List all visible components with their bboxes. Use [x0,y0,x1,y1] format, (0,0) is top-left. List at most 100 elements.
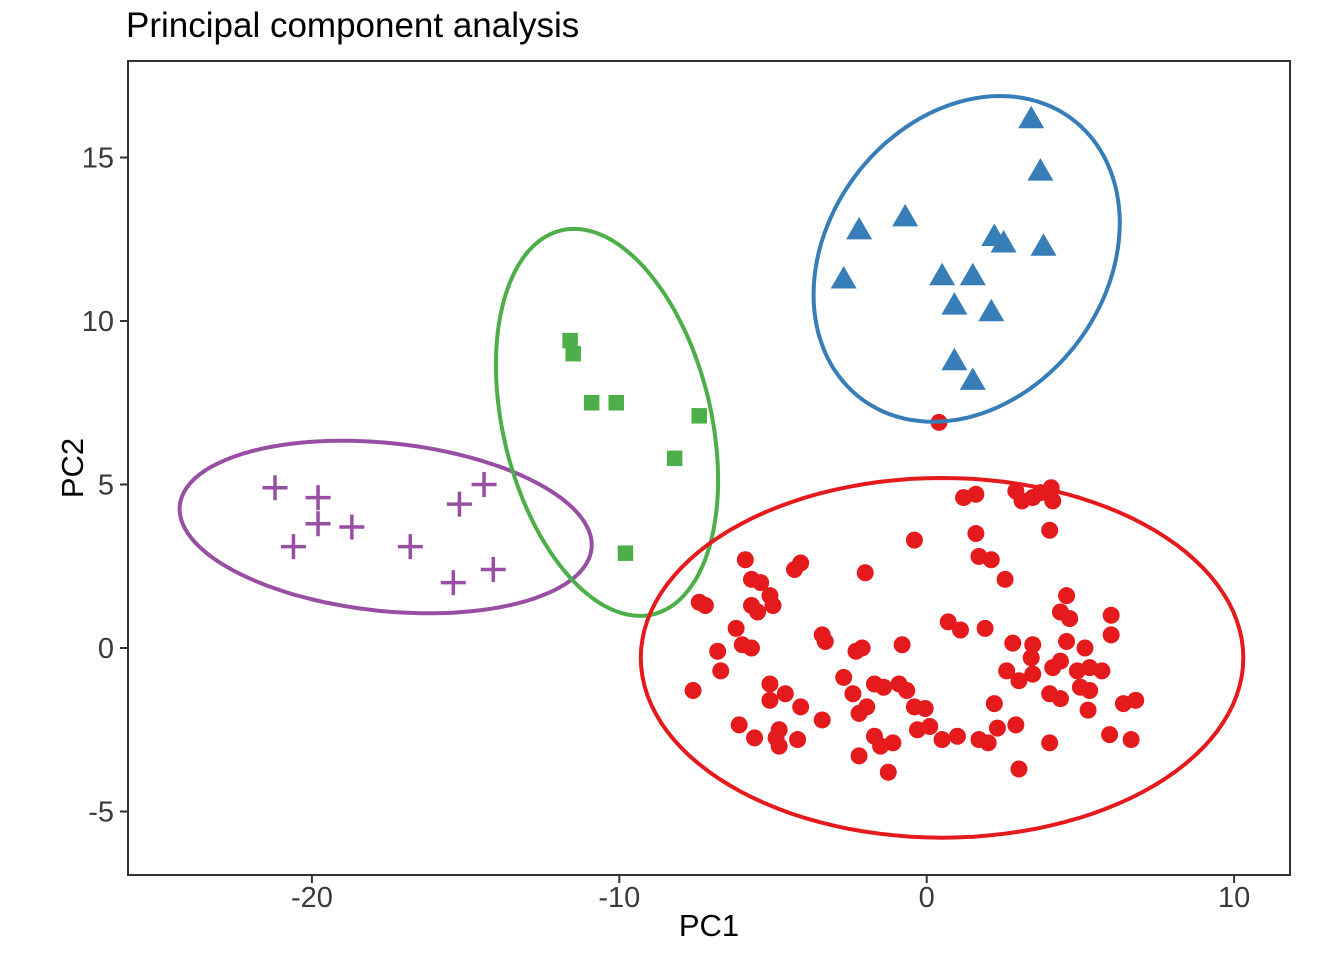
data-point-cluster-red [770,737,788,755]
confidence-ellipse-cluster-green [494,226,721,618]
data-point-cluster-purple [280,534,306,560]
y-tick-label: 0 [98,633,114,665]
data-point-cluster-green [583,395,600,411]
data-point-cluster-red [709,642,727,660]
data-point-cluster-red [1101,726,1119,744]
x-tick-label: 0 [919,882,935,914]
data-point-cluster-red [844,685,862,703]
data-point-cluster-red [985,695,1003,713]
data-point-cluster-red [853,639,871,657]
data-point-cluster-red [967,485,985,503]
x-tick-label: -10 [598,882,640,914]
confidence-ellipse-cluster-red [638,475,1246,840]
data-point-cluster-green [608,395,624,411]
data-point-cluster-red [727,619,745,637]
data-point-cluster-red [1122,731,1140,749]
y-tick-label: 5 [98,470,114,502]
data-point-cluster-purple [440,570,466,596]
confidence-ellipse-cluster-blue [811,93,1122,424]
data-point-cluster-blue [892,203,919,227]
data-point-cluster-red [921,717,939,735]
data-point-cluster-purple [480,557,506,583]
data-point-cluster-blue [941,292,968,315]
data-point-cluster-red [916,699,934,717]
data-point-cluster-red [1010,760,1028,778]
y-tick-label: 10 [82,306,114,338]
data-point-cluster-red [1051,652,1069,670]
data-point-cluster-red [746,729,764,747]
data-point-cluster-red [893,636,911,654]
data-point-cluster-blue [959,367,986,390]
data-point-cluster-red [996,570,1014,588]
data-point-cluster-red [905,531,923,549]
data-point-cluster-red [1102,626,1120,644]
data-point-cluster-purple [262,475,288,501]
data-point-cluster-purple [397,534,423,560]
data-point-cluster-red [1051,690,1069,708]
x-tick-label: -20 [291,882,333,914]
data-point-cluster-red [1004,634,1022,652]
data-point-cluster-red [776,685,794,703]
data-point-cluster-red [1041,734,1059,752]
data-point-cluster-red [967,525,985,543]
data-point-cluster-red [1022,649,1040,667]
data-point-cluster-red [939,613,957,631]
data-point-cluster-red [1079,701,1097,719]
data-point-cluster-blue [830,266,857,289]
data-point-cluster-blue [1030,233,1057,256]
data-point-cluster-green [617,545,634,561]
data-point-cluster-red [1024,665,1042,683]
data-point-cluster-green [666,450,683,467]
data-point-cluster-red [764,596,782,614]
data-point-cluster-red [982,551,1000,569]
data-point-cluster-red [933,731,951,749]
data-point-cluster-purple [339,514,365,540]
data-point-cluster-red [1093,662,1111,680]
data-point-cluster-blue [990,230,1017,253]
data-point-cluster-red [976,619,994,637]
data-point-cluster-red [792,554,810,572]
data-point-cluster-red [1058,632,1076,650]
data-point-cluster-purple [446,491,472,517]
chart-title: Principal component analysis [126,6,580,45]
data-point-cluster-purple [305,511,331,537]
data-point-cluster-red [1102,606,1120,624]
data-point-cluster-red [1081,682,1099,700]
data-point-cluster-red [1044,492,1062,510]
data-point-cluster-red [789,731,807,749]
data-point-cluster-red [952,621,970,639]
data-point-cluster-blue [846,216,873,240]
data-point-cluster-green [562,332,578,349]
data-point-cluster-blue [978,298,1005,322]
data-point-cluster-red [879,763,897,781]
data-point-cluster-red [856,564,874,582]
x-tick-label: 10 [1218,882,1250,914]
data-point-cluster-red [835,668,853,686]
data-point-cluster-green [691,408,707,424]
y-tick-label: 15 [82,143,114,175]
y-tick-label: -5 [88,797,114,829]
data-point-cluster-red [1061,610,1079,628]
data-point-cluster-blue [941,347,968,371]
data-point-cluster-red [858,698,876,716]
data-point-cluster-red [696,596,714,614]
y-axis-title: PC2 [55,437,90,499]
data-point-cluster-red [684,682,702,700]
data-point-cluster-purple [471,472,497,497]
confidence-ellipse-cluster-purple [177,438,594,616]
data-point-cluster-blue [1027,158,1054,181]
data-point-cluster-red [749,603,767,621]
data-point-cluster-red [816,632,834,650]
plot-panel [127,60,1291,876]
data-point-cluster-red [1010,672,1028,690]
data-point-cluster-blue [929,262,956,286]
data-point-cluster-red [884,734,902,752]
data-point-cluster-red [761,675,779,693]
data-point-cluster-red [1007,716,1025,734]
data-point-cluster-red [813,711,831,729]
data-point-cluster-red [875,678,893,696]
data-point-cluster-red [948,727,966,745]
data-point-cluster-red [988,719,1006,737]
